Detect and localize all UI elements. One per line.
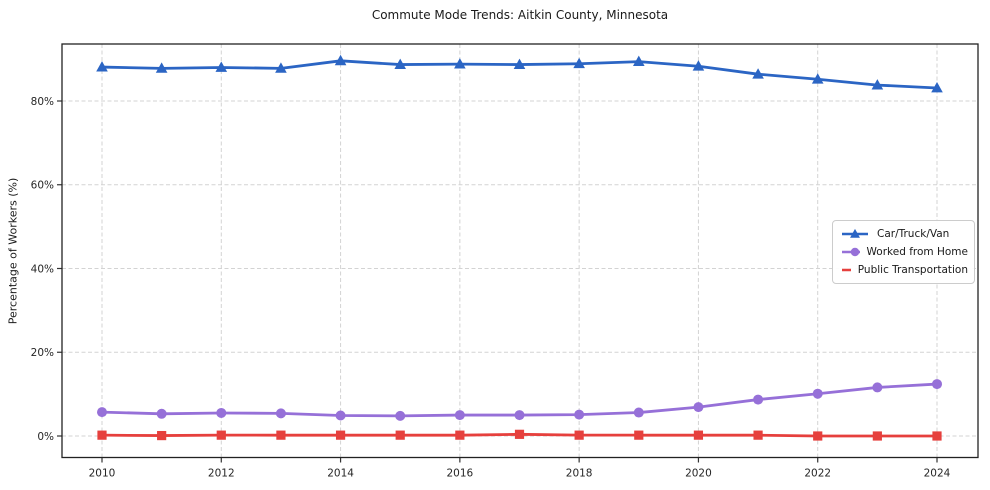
series-marker-public-transportation: [514, 429, 525, 439]
series-marker-public-transportation: [455, 430, 465, 440]
series-marker-worked-from-home: [693, 402, 704, 413]
series-marker-public-transportation: [395, 430, 405, 440]
plot-border: [61, 43, 979, 459]
series-marker-car-truck-van: [752, 68, 764, 79]
legend-label: Public Transportation: [857, 264, 968, 276]
series-marker-car-truck-van: [573, 57, 585, 69]
x-tick-label: 2024: [924, 468, 951, 480]
series-marker-public-transportation: [693, 430, 704, 440]
series-marker-car-truck-van: [811, 73, 824, 84]
series-marker-worked-from-home: [454, 410, 465, 421]
series-marker-public-transportation: [872, 431, 882, 441]
series-marker-public-transportation: [753, 430, 763, 440]
x-tick-label: 2016: [446, 468, 473, 480]
series-marker-car-truck-van: [334, 54, 347, 66]
series-marker-worked-from-home: [156, 408, 167, 419]
series-marker-car-truck-van: [692, 60, 705, 71]
series-marker-car-truck-van: [96, 61, 108, 72]
series-marker-worked-from-home: [275, 408, 286, 419]
series-marker-worked-from-home: [812, 388, 823, 399]
series-marker-public-transportation: [932, 431, 942, 441]
series-marker-public-transportation: [216, 430, 226, 440]
series-marker-public-transportation: [276, 430, 286, 440]
series-marker-public-transportation: [335, 430, 346, 440]
series-marker-worked-from-home: [633, 407, 644, 418]
y-tick-label: 40%: [31, 263, 54, 275]
legend-label: Worked from Home: [866, 246, 968, 258]
series-marker-car-truck-van: [215, 61, 228, 72]
y-tick-label: 60%: [31, 180, 54, 192]
legend-item-worked-from-home: Worked from Home: [840, 245, 968, 259]
x-tick-label: 2018: [566, 468, 593, 480]
x-tick-label: 2014: [327, 468, 354, 480]
series-marker-public-transportation: [157, 430, 167, 441]
legend-label: Car/Truck/Van: [877, 228, 950, 240]
series-marker-car-truck-van: [155, 62, 168, 73]
legend-item-car-truck-van: Car/Truck/Van: [840, 227, 968, 241]
x-tick-label: 2022: [804, 468, 831, 480]
series-marker-car-truck-van: [454, 58, 466, 69]
series-marker-public-transportation: [634, 430, 644, 440]
x-tick-label: 2020: [685, 468, 712, 480]
series-marker-car-truck-van: [931, 82, 943, 93]
series-marker-worked-from-home: [514, 410, 525, 421]
series-marker-car-truck-van: [513, 58, 526, 69]
series-marker-worked-from-home: [872, 382, 883, 393]
x-tick-label: 2012: [208, 468, 235, 480]
series-marker-car-truck-van: [275, 62, 287, 73]
series-marker-worked-from-home: [335, 410, 346, 421]
series-marker-worked-from-home: [932, 379, 943, 390]
series-marker-public-transportation: [813, 431, 823, 441]
series-marker-car-truck-van: [871, 79, 884, 90]
public-transportation-legend-swatch: [842, 268, 851, 272]
chart-title: Commute Mode Trends: Aitkin County, Minn…: [371, 8, 669, 22]
series-marker-worked-from-home: [97, 407, 107, 418]
x-tick-label: 2010: [89, 468, 116, 480]
y-tick-label: 20%: [31, 347, 54, 359]
y-tick-label: 0%: [37, 431, 54, 443]
triangle-icon: [850, 228, 860, 238]
legend-item-public-transportation: Public Transportation: [840, 263, 968, 277]
series-marker-worked-from-home: [574, 409, 585, 420]
series-marker-worked-from-home: [395, 410, 406, 421]
series-marker-car-truck-van: [632, 55, 645, 67]
car-truck-van-legend-swatch: [842, 228, 868, 238]
circle-icon: [850, 247, 860, 257]
y-tick-label: 80%: [31, 96, 54, 108]
series-marker-public-transportation: [97, 430, 107, 440]
series-marker-public-transportation: [574, 430, 584, 440]
worked-from-home-legend-swatch: [842, 247, 860, 257]
series-marker-car-truck-van: [394, 58, 407, 69]
series-marker-worked-from-home: [216, 407, 227, 418]
series-marker-worked-from-home: [753, 394, 764, 405]
legend: Car/Truck/Van Worked from Home Public Tran…: [832, 220, 975, 284]
